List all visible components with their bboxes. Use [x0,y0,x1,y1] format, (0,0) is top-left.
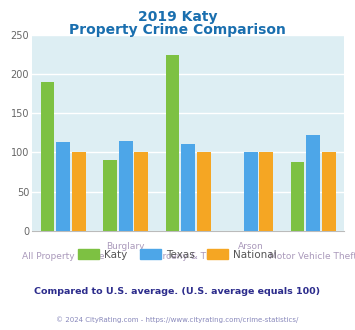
Bar [72,152,86,231]
Text: Burglary: Burglary [106,242,145,251]
Text: Compared to U.S. average. (U.S. average equals 100): Compared to U.S. average. (U.S. average … [34,287,321,296]
Text: Property Crime Comparison: Property Crime Comparison [69,23,286,37]
Bar [260,152,273,231]
Text: Arson: Arson [238,242,263,251]
Bar [119,141,132,231]
Bar [135,152,148,231]
Bar [41,82,54,231]
Bar [244,152,257,231]
Bar [56,142,70,231]
Bar [322,152,335,231]
Text: Larceny & Theft: Larceny & Theft [152,252,224,261]
Bar [166,55,179,231]
Bar [197,152,211,231]
Text: Motor Vehicle Theft: Motor Vehicle Theft [269,252,355,261]
Bar [306,135,320,231]
Text: All Property Crime: All Property Crime [22,252,104,261]
Text: 2019 Katy: 2019 Katy [138,10,217,24]
Bar [181,144,195,231]
Bar [291,162,304,231]
Bar [103,159,117,231]
Legend: Katy, Texas, National: Katy, Texas, National [74,245,281,264]
Text: © 2024 CityRating.com - https://www.cityrating.com/crime-statistics/: © 2024 CityRating.com - https://www.city… [56,316,299,323]
